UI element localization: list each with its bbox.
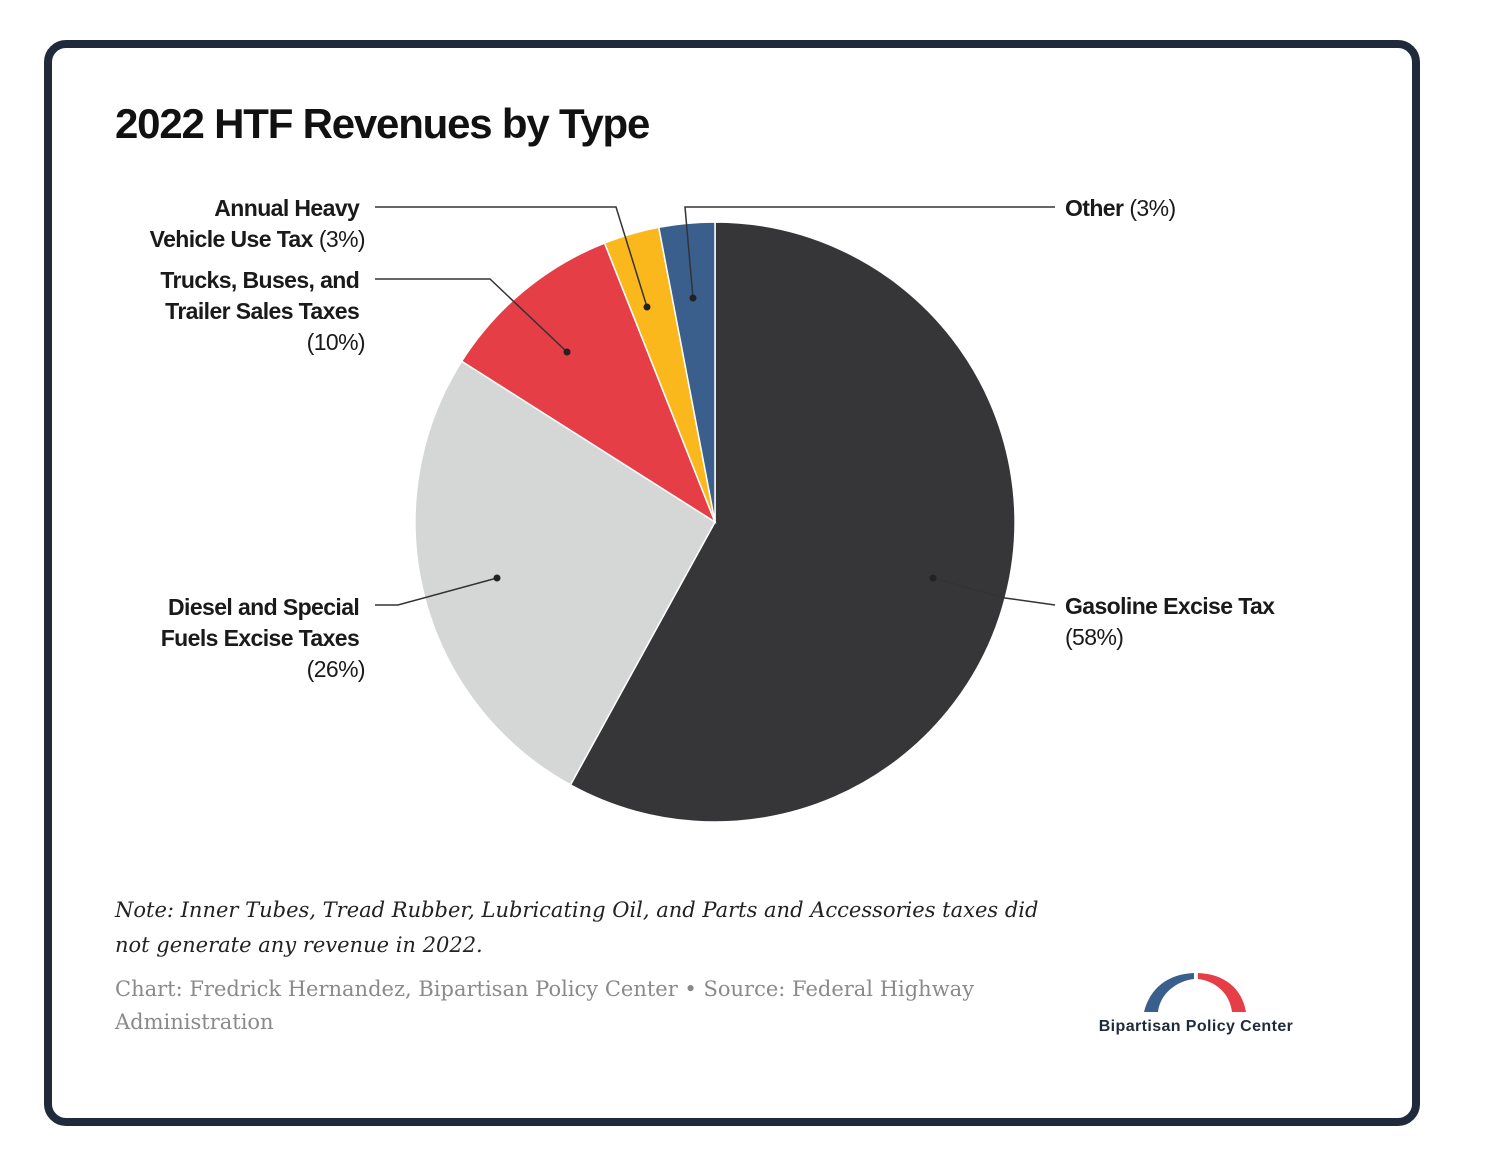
leader-dot-gasoline (929, 574, 937, 582)
leader-line-diesel (375, 577, 498, 606)
leader-lines (375, 206, 1056, 606)
chart-note: Note: Inner Tubes, Tread Rubber, Lubrica… (115, 898, 1039, 957)
label-trucks: Trucks, Buses, and Trailer Sales Taxes (… (160, 267, 365, 355)
pie-slices (414, 221, 1016, 823)
leader-dot-hvut (643, 303, 651, 311)
chart-title: 2022 HTF Revenues by Type (115, 100, 650, 147)
leader-dot-other (689, 294, 697, 302)
label-gasoline: Gasoline Excise Tax (58%) (1065, 593, 1280, 650)
bpc-logo-arch-icon (1144, 973, 1246, 1012)
leader-line-other (684, 206, 1055, 299)
pie-slice-gasoline-excise-tax (569, 221, 1016, 823)
bpc-logo: Bipartisan Policy Center (1076, 968, 1316, 1040)
bpc-logo-text: Bipartisan Policy Center (1098, 1018, 1294, 1035)
leader-line-gasoline (932, 577, 1056, 606)
leader-dot-diesel (493, 574, 501, 582)
label-other: Other (3%) (1065, 195, 1176, 221)
leader-dots (493, 294, 937, 582)
leader-dot-trucks (563, 348, 571, 356)
leader-line-hvut (375, 206, 648, 308)
leader-line-trucks (375, 278, 568, 353)
pie-slice-diesel-and-special-fuels-excise-taxes (414, 360, 716, 786)
label-hvut: Annual Heavy Vehicle Use Tax (3%) (150, 195, 365, 252)
label-diesel: Diesel and Special Fuels Excise Taxes (2… (161, 594, 365, 682)
chart-credit: Chart: Fredrick Hernandez, Bipartisan Po… (115, 977, 975, 1034)
